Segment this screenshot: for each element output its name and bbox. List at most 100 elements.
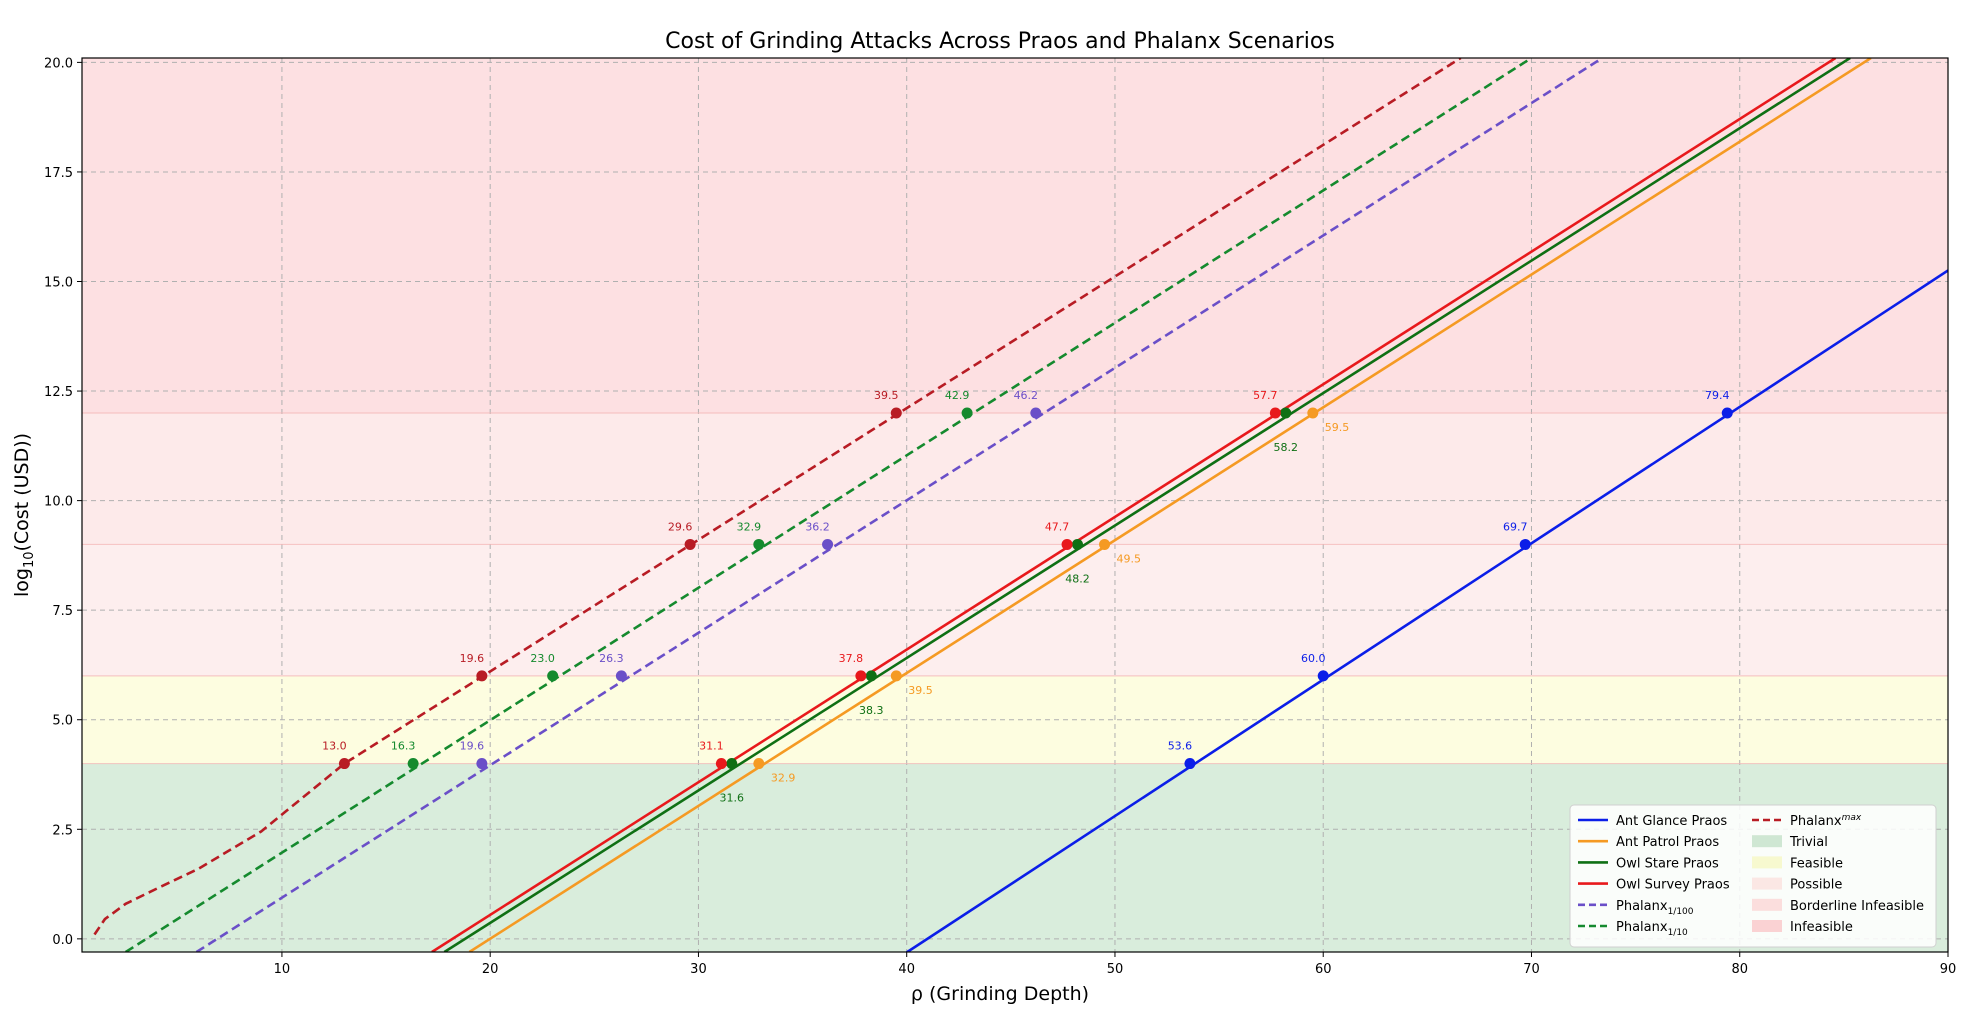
- x-tick-label: 40: [898, 962, 915, 977]
- marker-label: 19.6: [460, 740, 485, 753]
- marker-label: 53.6: [1168, 740, 1193, 753]
- legend-label-phalanxmax: Phalanxmax: [1790, 813, 1862, 829]
- x-tick-label: 20: [482, 962, 499, 977]
- y-axis-label-subscript: 10: [22, 552, 37, 569]
- zone-feasible: [82, 675, 1948, 764]
- marker-label: 79.4: [1705, 389, 1730, 402]
- marker-label: 31.6: [720, 792, 745, 805]
- marker-ant-glance-praos: [1184, 758, 1196, 770]
- marker-label: 60.0: [1301, 652, 1326, 665]
- marker-label: 32.9: [771, 772, 796, 785]
- marker-label: 26.3: [599, 652, 624, 665]
- marker-label: 39.5: [874, 389, 899, 402]
- marker-phalanx1-100: [476, 758, 488, 770]
- marker-phalanx1-10: [407, 758, 419, 770]
- marker-phalanx1-100: [1030, 407, 1042, 419]
- marker-ant-glance-praos: [1721, 407, 1733, 419]
- legend-label-owl-stare-praos: Owl Stare Praos: [1616, 856, 1719, 871]
- marker-ant-patrol-praos: [1099, 538, 1111, 550]
- axes: 10 20 30 40 50 60 70 80 90 0.0 2.5 5.0 7.5 10.0 12.5 15…: [44, 56, 1956, 977]
- zone-borderline-infeasible: [82, 412, 1948, 545]
- y-tick-label: 15.0: [44, 276, 73, 291]
- marker-label: 23.0: [530, 652, 555, 665]
- x-tick-label: 80: [1731, 962, 1748, 977]
- x-tick-label: 30: [690, 962, 707, 977]
- marker-owl-survey-praos: [1269, 407, 1281, 419]
- y-tick-label: 12.5: [44, 385, 73, 400]
- marker-owl-survey-praos: [715, 758, 727, 770]
- series-line-owl-survey-praos: [431, 58, 1837, 952]
- y-axis-label-suffix: (Cost (USD)): [11, 433, 33, 552]
- y-axis-label: log10(Cost (USD)): [11, 433, 37, 597]
- series-line-phalanx1-10: [125, 58, 1533, 952]
- legend-box: [1569, 804, 1937, 948]
- marker-phalanxmax: [338, 758, 350, 770]
- marker-label: 47.7: [1045, 520, 1070, 533]
- plot-frame: [81, 57, 1949, 953]
- y-axis-label-prefix: log: [11, 568, 33, 597]
- marker-label: 58.2: [1273, 441, 1298, 454]
- marker-label: 13.0: [322, 740, 347, 753]
- marker-label: 57.7: [1253, 389, 1278, 402]
- x-tick-label: 50: [1107, 962, 1124, 977]
- marker-phalanx1-100: [822, 538, 834, 550]
- marker-owl-stare-praos: [1071, 538, 1083, 550]
- marker-label: 37.8: [839, 652, 864, 665]
- feasibility-zones: [82, 58, 1948, 952]
- y-tick-label: 2.5: [52, 823, 73, 838]
- y-tick-label: 0.0: [52, 933, 73, 948]
- marker-phalanxmax: [684, 538, 696, 550]
- legend-swatch-possible: [1752, 877, 1782, 890]
- series-line-ant-patrol-praos: [468, 58, 1872, 952]
- marker-label: 32.9: [737, 520, 762, 533]
- marker-label: 19.6: [460, 652, 485, 665]
- legend-label-borderline-infeasible: Borderline Infeasible: [1790, 899, 1924, 914]
- marker-label: 29.6: [668, 520, 693, 533]
- marker-ant-glance-praos: [1317, 670, 1329, 682]
- zone-possible: [82, 544, 1948, 676]
- y-tick-label: 5.0: [52, 714, 73, 729]
- x-tick-label: 60: [1315, 962, 1332, 977]
- marker-label: 16.3: [391, 740, 416, 753]
- zone-infeasible: [82, 58, 1948, 413]
- marker-ant-glance-praos: [1519, 538, 1531, 550]
- marker-phalanxmax: [476, 670, 488, 682]
- series-line-owl-stare-praos: [443, 58, 1851, 952]
- marker-owl-stare-praos: [726, 758, 738, 770]
- marker-phalanx1-100: [615, 670, 627, 682]
- series-line-phalanxmax: [93, 58, 1462, 936]
- y-tick-label: 10.0: [44, 495, 73, 510]
- legend-label-possible: Possible: [1790, 878, 1842, 893]
- marker-label: 36.2: [805, 520, 830, 533]
- marker-owl-survey-praos: [855, 670, 867, 682]
- marker-label: 69.7: [1503, 520, 1528, 533]
- legend-label-trivial: Trivial: [1789, 835, 1828, 850]
- y-tick-label: 20.0: [44, 56, 73, 71]
- marker-owl-survey-praos: [1061, 538, 1073, 550]
- marker-ant-patrol-praos: [890, 670, 902, 682]
- marker-label: 46.2: [1014, 389, 1039, 402]
- marker-phalanxmax: [890, 407, 902, 419]
- legend-swatch-infeasible: [1752, 920, 1782, 932]
- series-line-phalanx1-100: [195, 58, 1603, 952]
- legend-label-feasible: Feasible: [1790, 856, 1843, 871]
- x-tick-label: 70: [1523, 962, 1540, 977]
- marker-owl-stare-praos: [1280, 407, 1292, 419]
- chart-title: Cost of Grinding Attacks Across Praos an…: [665, 29, 1335, 54]
- legend-label-phalanx1-10: Phalanx1/10: [1616, 920, 1688, 938]
- y-tick-label: 17.5: [44, 166, 73, 181]
- series-markers: 53.6 60.0 69.7 79.4 32.9 39.5 49.5 59.5 31.6 38.3…: [322, 389, 1733, 805]
- marker-label: 38.3: [859, 704, 884, 717]
- marker-phalanx1-10: [961, 407, 973, 419]
- marker-label: 48.2: [1065, 572, 1090, 585]
- marker-ant-patrol-praos: [1307, 407, 1319, 419]
- marker-ant-patrol-praos: [753, 758, 765, 770]
- threshold-lines: [82, 412, 1948, 765]
- marker-label: 59.5: [1325, 421, 1350, 434]
- x-axis-label: ρ (Grinding Depth): [911, 983, 1089, 1005]
- legend-swatch-feasible: [1752, 856, 1782, 869]
- legend-swatch-trivial: [1752, 835, 1782, 848]
- legend-label-phalanx1-100: Phalanx1/100: [1616, 899, 1694, 917]
